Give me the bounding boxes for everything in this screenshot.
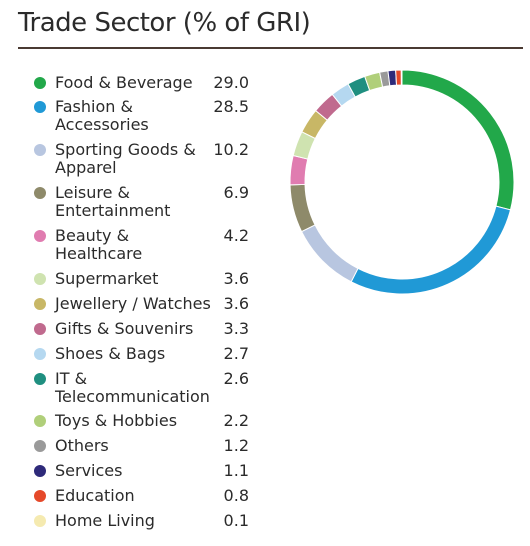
legend-swatch bbox=[34, 144, 46, 156]
legend-label: Leisure & Entertainment bbox=[55, 183, 171, 220]
legend-label: IT & Telecommunication bbox=[55, 369, 210, 406]
chart-title: Trade Sector (% of GRI) bbox=[18, 8, 311, 38]
legend-label: Education bbox=[55, 486, 135, 505]
donut-slice bbox=[350, 205, 512, 295]
legend-item: Others 1.2 bbox=[34, 437, 249, 455]
legend: Food & Beverage 29.0 Fashion & Accessories… bbox=[34, 74, 249, 537]
donut-slice bbox=[300, 224, 359, 283]
legend-item: Leisure & Entertainment 6.9 bbox=[34, 184, 249, 220]
legend-label: Others bbox=[55, 436, 109, 455]
legend-item: Supermarket 3.6 bbox=[34, 270, 249, 288]
legend-swatch bbox=[34, 415, 46, 427]
donut-slice bbox=[289, 154, 309, 186]
legend-value: 6.9 bbox=[223, 183, 249, 202]
legend-value: 0.1 bbox=[223, 511, 249, 530]
legend-swatch bbox=[34, 298, 46, 310]
legend-item: Sporting Goods & Apparel 10.2 bbox=[34, 141, 249, 177]
legend-label: Shoes & Bags bbox=[55, 344, 166, 363]
legend-swatch bbox=[34, 230, 46, 242]
donut-slice bbox=[401, 69, 515, 211]
legend-value: 1.2 bbox=[223, 436, 249, 455]
donut-slice bbox=[400, 69, 403, 86]
legend-label: Jewellery / Watches bbox=[55, 294, 211, 313]
legend-swatch bbox=[34, 465, 46, 477]
legend-value: 2.7 bbox=[223, 344, 249, 363]
legend-label: Supermarket bbox=[55, 269, 159, 288]
legend-item: Gifts & Souvenirs 3.3 bbox=[34, 320, 249, 338]
legend-swatch bbox=[34, 348, 46, 360]
legend-swatch bbox=[34, 187, 46, 199]
legend-item: Beauty & Healthcare 4.2 bbox=[34, 227, 249, 263]
legend-value: 3.6 bbox=[223, 294, 249, 313]
legend-item: Jewellery / Watches 3.6 bbox=[34, 295, 249, 313]
legend-value: 2.6 bbox=[223, 369, 249, 388]
legend-item: IT & Telecommunication 2.6 bbox=[34, 370, 249, 406]
legend-item: Fashion & Accessories 28.5 bbox=[34, 98, 249, 134]
legend-swatch bbox=[34, 101, 46, 113]
legend-label: Fashion & Accessories bbox=[55, 97, 149, 134]
donut-slice bbox=[395, 69, 402, 86]
legend-value: 2.2 bbox=[223, 411, 249, 430]
legend-value: 28.5 bbox=[213, 97, 249, 116]
legend-item: Services 1.1 bbox=[34, 462, 249, 480]
legend-value: 0.8 bbox=[223, 486, 249, 505]
legend-label: Beauty & Healthcare bbox=[55, 226, 143, 263]
legend-label: Gifts & Souvenirs bbox=[55, 319, 194, 338]
legend-swatch bbox=[34, 323, 46, 335]
donut-slice bbox=[387, 69, 398, 87]
legend-swatch bbox=[34, 373, 46, 385]
legend-value: 10.2 bbox=[213, 140, 249, 159]
legend-swatch bbox=[34, 515, 46, 527]
legend-item: Food & Beverage 29.0 bbox=[34, 74, 249, 92]
legend-label: Services bbox=[55, 461, 123, 480]
legend-item: Home Living 0.1 bbox=[34, 512, 249, 530]
title-divider bbox=[18, 47, 523, 49]
legend-item: Toys & Hobbies 2.2 bbox=[34, 412, 249, 430]
donut-chart bbox=[289, 69, 515, 295]
legend-value: 3.6 bbox=[223, 269, 249, 288]
legend-swatch bbox=[34, 490, 46, 502]
legend-item: Shoes & Bags 2.7 bbox=[34, 345, 249, 363]
legend-swatch bbox=[34, 273, 46, 285]
legend-label: Food & Beverage bbox=[55, 73, 193, 92]
legend-swatch bbox=[34, 440, 46, 452]
legend-value: 29.0 bbox=[213, 73, 249, 92]
legend-item: Education 0.8 bbox=[34, 487, 249, 505]
legend-label: Toys & Hobbies bbox=[55, 411, 178, 430]
legend-value: 4.2 bbox=[223, 226, 249, 245]
legend-label: Sporting Goods & Apparel bbox=[55, 140, 196, 177]
legend-swatch bbox=[34, 77, 46, 89]
legend-value: 3.3 bbox=[223, 319, 249, 338]
donut-slice bbox=[289, 183, 316, 233]
legend-value: 1.1 bbox=[223, 461, 249, 480]
legend-label: Home Living bbox=[55, 511, 155, 530]
